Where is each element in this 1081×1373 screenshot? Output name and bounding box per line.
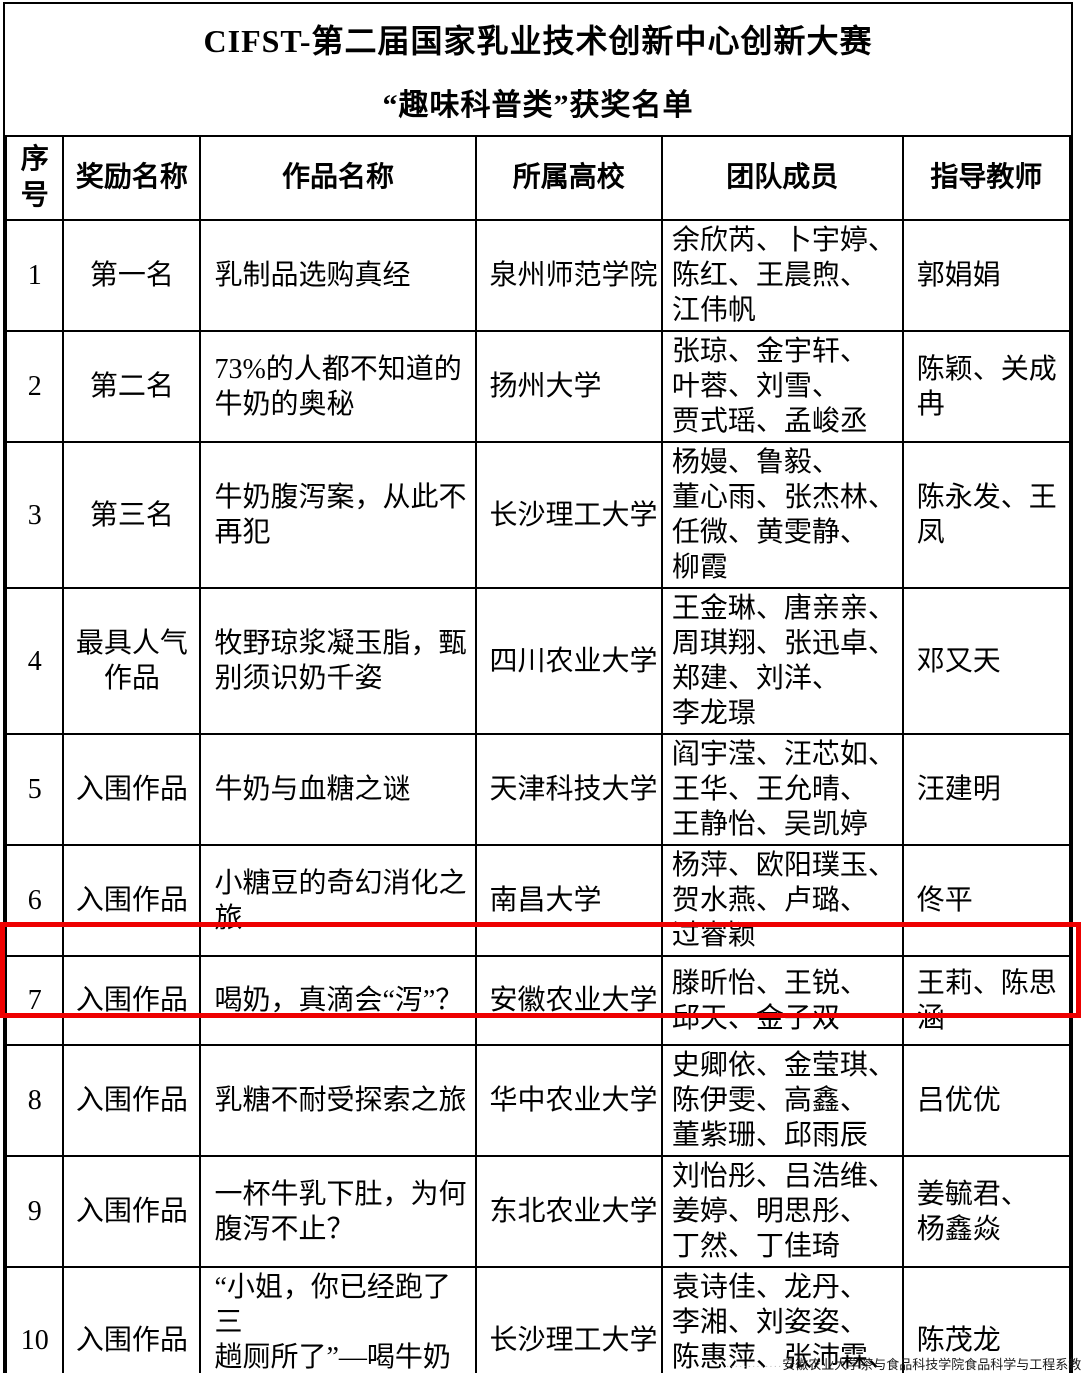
header-members: 团队成员 xyxy=(660,135,904,221)
cell-teacher: 郭娟娟 xyxy=(901,219,1072,332)
cell-teacher: 陈永发、王凤 xyxy=(901,441,1072,589)
cell-award: 第一名 xyxy=(62,219,202,332)
title-block: CIFST-第二届国家乳业技术创新中心创新大赛 “趣味科普类”获奖名单 xyxy=(5,4,1071,135)
cell-award: 最具人气 作品 xyxy=(62,587,202,735)
cell-no: 9 xyxy=(4,1155,65,1268)
cell-teacher: 王莉、陈思涵 xyxy=(901,955,1072,1046)
document-title: CIFST-第二届国家乳业技术创新中心创新大赛 xyxy=(203,23,873,59)
cell-members: 王金琳、唐亲亲、 周琪翔、张迅卓、 郑建、刘洋、 李龙璟 xyxy=(660,587,904,735)
cell-no: 5 xyxy=(4,733,65,846)
watermark-text: 安徽农业大学茶与食品科技学院食品科学与工程系教工党支部 xyxy=(782,1357,1081,1372)
table-row: 10 入围作品 “小姐，你已经跑了三 趟厕所了”—喝牛奶 为什么会腹泻？ 长沙理… xyxy=(4,1266,1072,1373)
watermark: ·············安徽农业大学茶与食品科技学院食品科学与工程系教工党支部 xyxy=(726,1356,1081,1373)
cell-teacher: 邓又天 xyxy=(901,587,1072,735)
cell-award: 第二名 xyxy=(62,330,202,443)
cell-school: 东北农业大学 xyxy=(474,1155,663,1268)
cell-members: 阎宇滢、汪芯如、 王华、王允晴、 王静怡、吴凯婷 xyxy=(660,733,904,846)
cell-award: 入围作品 xyxy=(62,1155,202,1268)
cell-award: 入围作品 xyxy=(62,844,202,957)
cell-no: 1 xyxy=(4,219,65,332)
cell-award: 第三名 xyxy=(62,441,202,589)
cell-teacher: 陈茂龙 xyxy=(901,1266,1072,1373)
table-row: 2 第二名 73%的人都不知道的 牛奶的奥秘 扬州大学 张琼、金宇轩、 叶蓉、刘… xyxy=(4,330,1072,443)
cell-school: 四川农业大学 xyxy=(474,587,663,735)
cell-no: 10 xyxy=(4,1266,65,1373)
watermark-dots: ············· xyxy=(726,1361,783,1372)
table-row: 5 入围作品 牛奶与血糖之谜 天津科技大学 阎宇滢、汪芯如、 王华、王允晴、 王… xyxy=(4,733,1072,846)
cell-work: “小姐，你已经跑了三 趟厕所了”—喝牛奶 为什么会腹泻？ xyxy=(199,1266,477,1373)
cell-teacher: 佟平 xyxy=(901,844,1072,957)
cell-school: 扬州大学 xyxy=(474,330,663,443)
cell-members: 杨萍、欧阳璞玉、 贺水燕、卢璐、 过睿颖 xyxy=(660,844,904,957)
cell-award: 入围作品 xyxy=(62,1044,202,1157)
cell-work: 乳制品选购真经 xyxy=(199,219,477,332)
award-table: 序 号 奖励名称 作品名称 所属高校 团队成员 指导教师 1 第一名 乳制品选购… xyxy=(4,135,1072,1373)
cell-work: 牛奶与血糖之谜 xyxy=(199,733,477,846)
header-award: 奖励名称 xyxy=(62,135,202,221)
cell-work: 乳糖不耐受探索之旅 xyxy=(199,1044,477,1157)
cell-school: 安徽农业大学 xyxy=(474,955,663,1046)
table-row: 3 第三名 牛奶腹泻案，从此不 再犯 长沙理工大学 杨嫚、鲁毅、 董心雨、张杰林… xyxy=(4,441,1072,589)
cell-award: 入围作品 xyxy=(62,733,202,846)
cell-school: 泉州师范学院 xyxy=(474,219,663,332)
table-row: 8 入围作品 乳糖不耐受探索之旅 华中农业大学 史卿依、金莹琪、 陈伊雯、高鑫、… xyxy=(4,1044,1072,1157)
cell-no: 6 xyxy=(4,844,65,957)
table-header-row: 序 号 奖励名称 作品名称 所属高校 团队成员 指导教师 xyxy=(4,135,1072,221)
header-school: 所属高校 xyxy=(474,135,663,221)
cell-members: 杨嫚、鲁毅、 董心雨、张杰林、 任微、黄雯静、 柳霞 xyxy=(660,441,904,589)
cell-award: 入围作品 xyxy=(62,1266,202,1373)
cell-work: 牧野琼浆凝玉脂，甄 别须识奶千姿 xyxy=(199,587,477,735)
cell-teacher: 吕优优 xyxy=(901,1044,1072,1157)
cell-members: 史卿依、金莹琪、 陈伊雯、高鑫、 董紫珊、邱雨辰 xyxy=(660,1044,904,1157)
table-row: 9 入围作品 一杯牛乳下肚，为何 腹泻不止？ 东北农业大学 刘怡彤、吕浩维、 姜… xyxy=(4,1155,1072,1268)
cell-no: 4 xyxy=(4,587,65,735)
table-row-highlighted: 7 入围作品 喝奶，真滴会“泻”？ 安徽农业大学 滕昕怡、王锐、 邱天、金子双 … xyxy=(4,955,1072,1046)
cell-no: 8 xyxy=(4,1044,65,1157)
cell-no: 2 xyxy=(4,330,65,443)
table-row: 6 入围作品 小糖豆的奇幻消化之 旅 南昌大学 杨萍、欧阳璞玉、 贺水燕、卢璐、… xyxy=(4,844,1072,957)
cell-no: 3 xyxy=(4,441,65,589)
cell-members: 余欣芮、卜宇婷、 陈红、王晨煦、 江伟帆 xyxy=(660,219,904,332)
cell-no: 7 xyxy=(4,955,65,1046)
cell-work: 一杯牛乳下肚，为何 腹泻不止？ xyxy=(199,1155,477,1268)
cell-work: 小糖豆的奇幻消化之 旅 xyxy=(199,844,477,957)
cell-members: 滕昕怡、王锐、 邱天、金子双 xyxy=(660,955,904,1046)
cell-teacher: 汪建明 xyxy=(901,733,1072,846)
cell-work: 喝奶，真滴会“泻”？ xyxy=(199,955,477,1046)
cell-work: 牛奶腹泻案，从此不 再犯 xyxy=(199,441,477,589)
cell-work: 73%的人都不知道的 牛奶的奥秘 xyxy=(199,330,477,443)
cell-award: 入围作品 xyxy=(62,955,202,1046)
cell-school: 长沙理工大学 xyxy=(474,1266,663,1373)
award-sheet: CIFST-第二届国家乳业技术创新中心创新大赛 “趣味科普类”获奖名单 序 号 … xyxy=(3,2,1073,1373)
cell-members: 袁诗佳、龙丹、 李湘、刘姿姿、 陈惠萍、张沛霖、 卢琼婷 xyxy=(660,1266,904,1373)
document-subtitle: “趣味科普类”获奖名单 xyxy=(382,89,694,122)
cell-members: 张琼、金宇轩、 叶蓉、刘雪、 贾式瑶、孟峻丞 xyxy=(660,330,904,443)
cell-members: 刘怡彤、吕浩维、 姜婷、明思彤、 丁然、丁佳琦 xyxy=(660,1155,904,1268)
cell-school: 南昌大学 xyxy=(474,844,663,957)
cell-teacher: 陈颖、关成冉 xyxy=(901,330,1072,443)
header-teacher: 指导教师 xyxy=(901,135,1072,221)
header-work: 作品名称 xyxy=(199,135,477,221)
cell-school: 长沙理工大学 xyxy=(474,441,663,589)
cell-school: 天津科技大学 xyxy=(474,733,663,846)
cell-school: 华中农业大学 xyxy=(474,1044,663,1157)
table-row: 1 第一名 乳制品选购真经 泉州师范学院 余欣芮、卜宇婷、 陈红、王晨煦、 江伟… xyxy=(4,219,1072,332)
table-row: 4 最具人气 作品 牧野琼浆凝玉脂，甄 别须识奶千姿 四川农业大学 王金琳、唐亲… xyxy=(4,587,1072,735)
cell-teacher: 姜毓君、 杨鑫焱 xyxy=(901,1155,1072,1268)
header-no: 序 号 xyxy=(4,135,65,221)
